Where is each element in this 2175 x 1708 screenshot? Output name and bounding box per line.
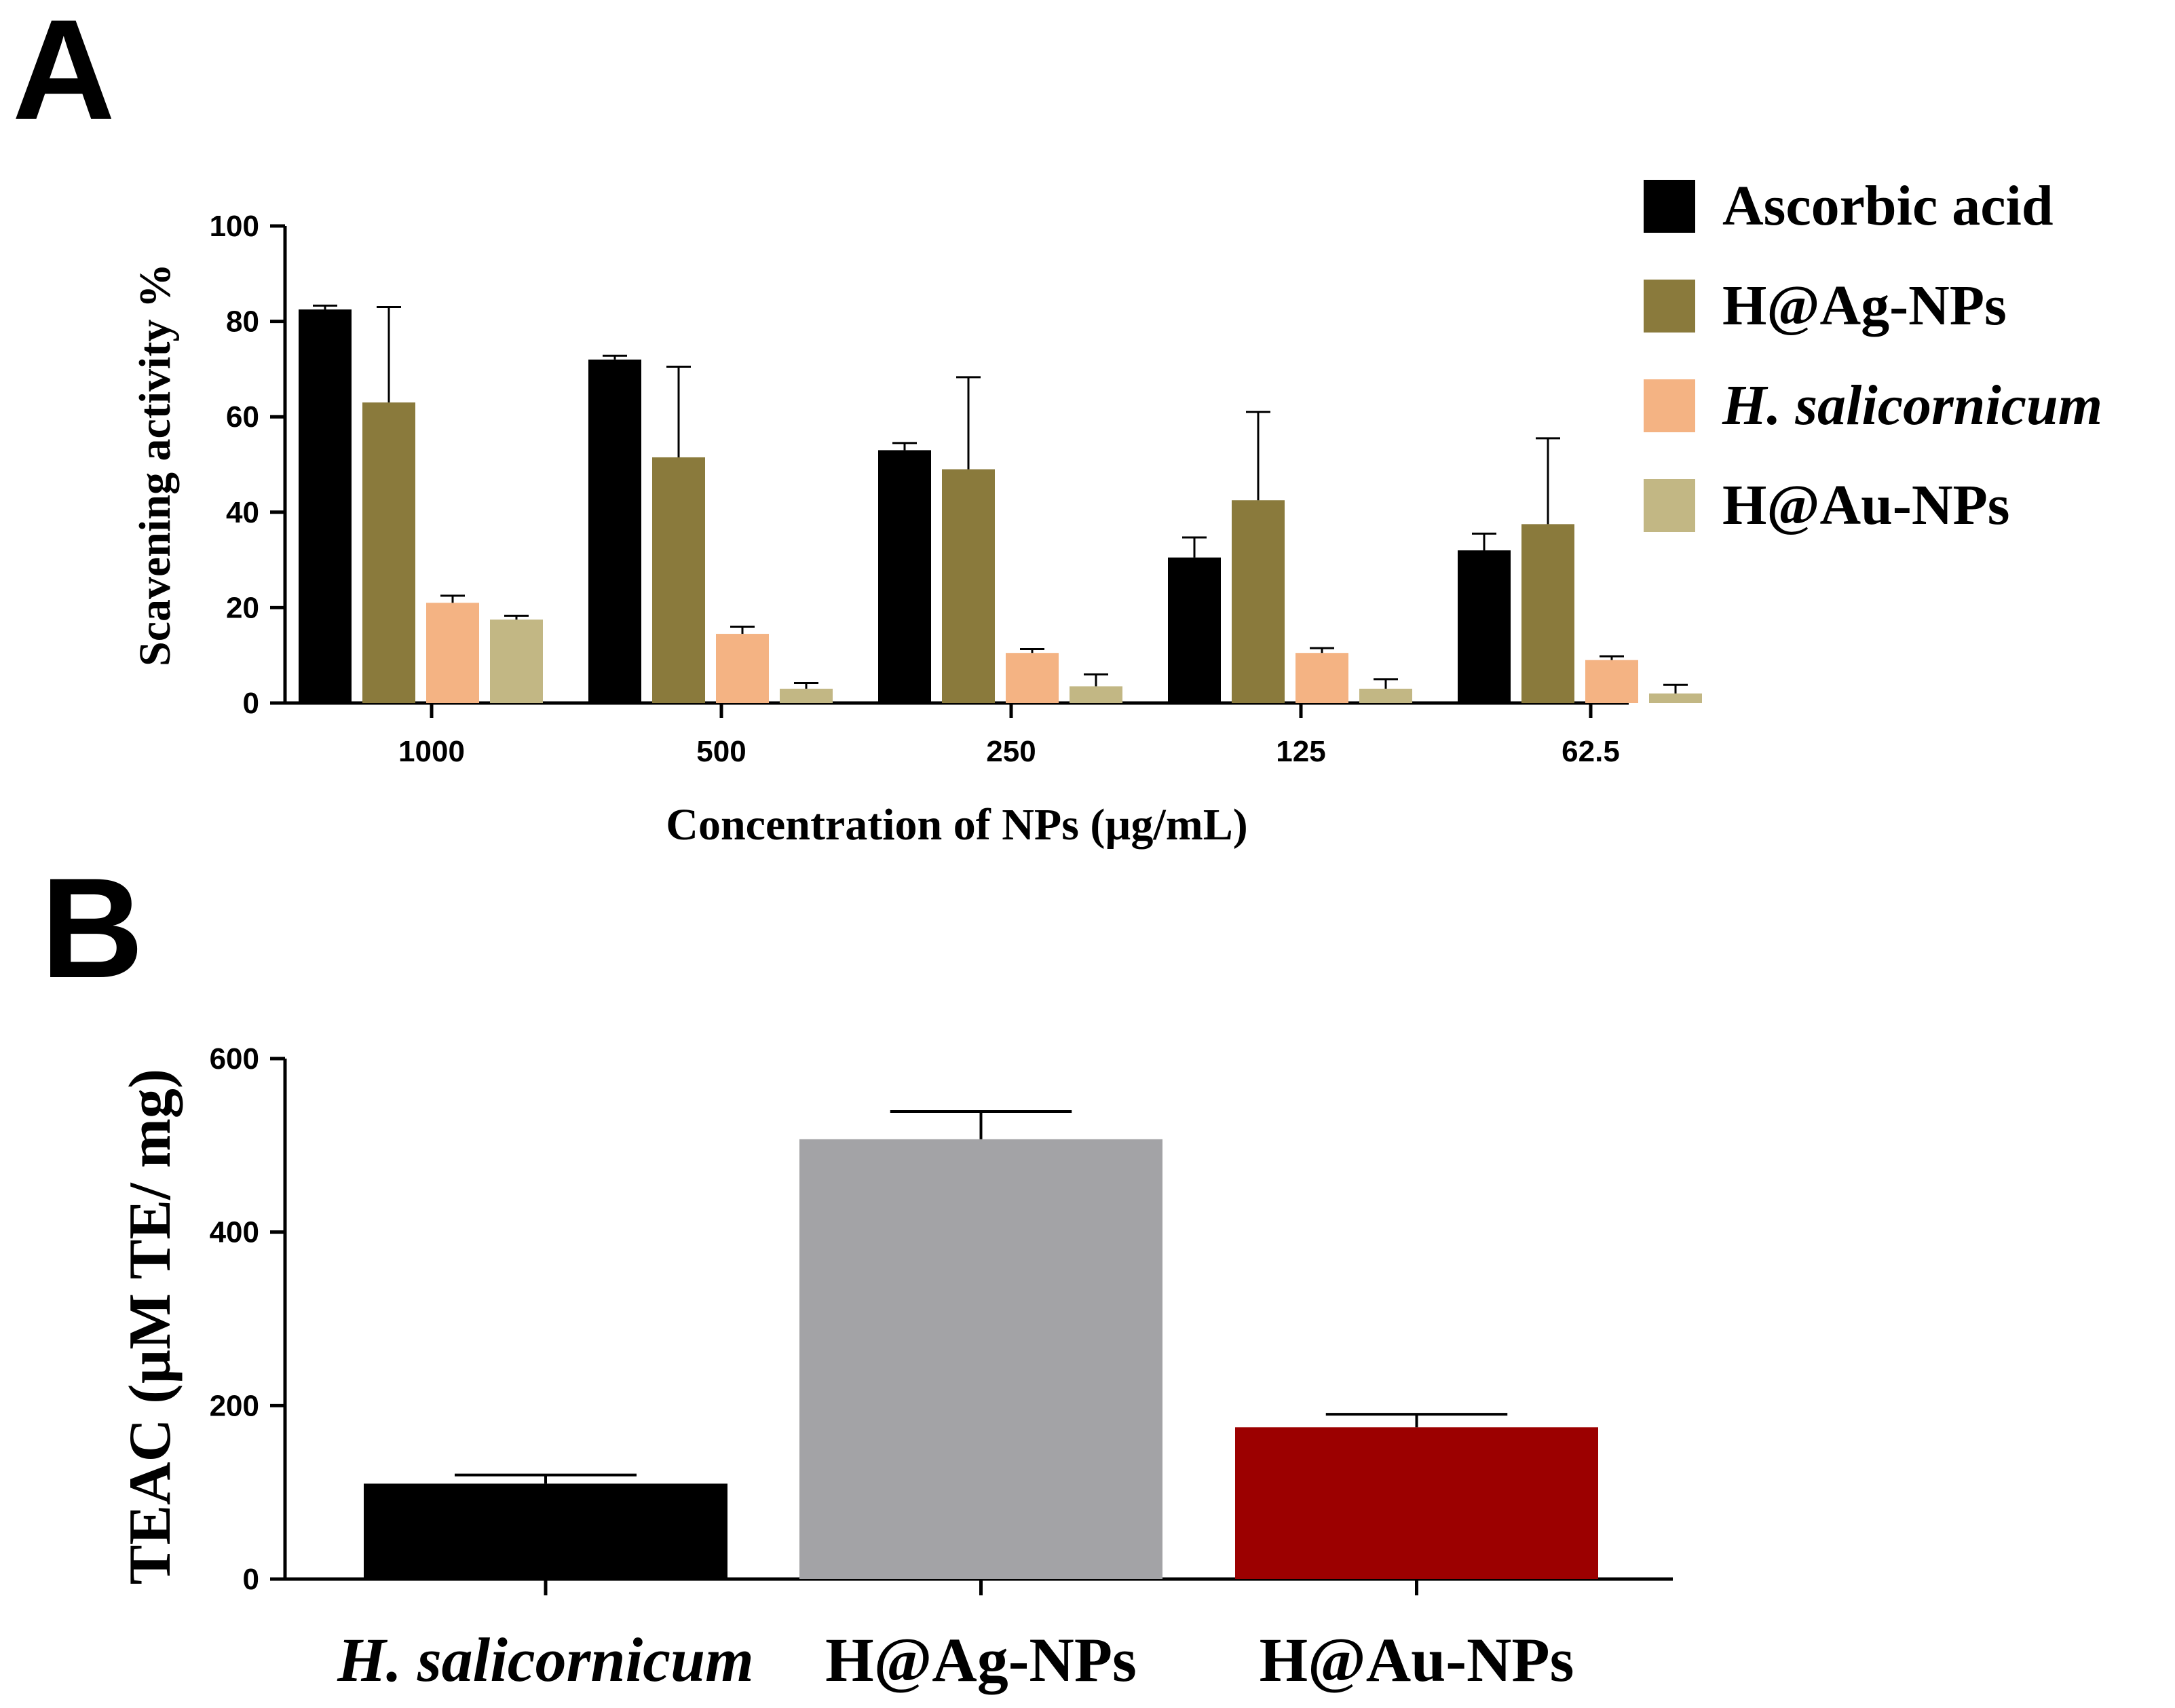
bar-h-salicornicum — [716, 634, 769, 703]
y-tick-label: 400 — [210, 1216, 259, 1249]
y-tick-label: 40 — [226, 496, 259, 529]
bar-h-au-nps — [1235, 1427, 1598, 1579]
panel-label-a: A — [12, 0, 115, 149]
legend-swatch — [1644, 280, 1695, 333]
y-tick-label: 20 — [226, 591, 259, 624]
bar-h-ag-nps — [799, 1139, 1162, 1579]
legend-swatch — [1644, 379, 1695, 432]
legend-label: Ascorbic acid — [1722, 174, 2054, 238]
legend-swatch — [1644, 180, 1695, 233]
bar-h-au-nps — [490, 619, 543, 703]
x-tick-label: 1000 — [398, 735, 465, 768]
bar-h-salicornicum — [1585, 660, 1638, 703]
legend-label: H@Ag-NPs — [1722, 274, 2007, 337]
bar-h-salicornicum — [1006, 653, 1059, 703]
x-tick-label: 125 — [1276, 735, 1325, 768]
y-tick-label: 80 — [226, 305, 259, 339]
x-category-label: H@Au-NPs — [1260, 1625, 1574, 1694]
y-tick-label: 100 — [210, 210, 259, 243]
y-axis-title: TEAC (µM TE/ mg) — [117, 1069, 183, 1584]
chart-b-teac: 0 200 400 600 H. salicornicum H@Ag-NPs H@Au-NP… — [117, 1042, 1673, 1694]
legend-label: H@Au-NPs — [1722, 474, 2010, 537]
y-tick-label: 0 — [243, 1563, 259, 1596]
bar-ascorbic-acid — [299, 309, 352, 703]
bar-h-ag-nps — [362, 402, 415, 703]
bar-ascorbic-acid — [588, 359, 641, 703]
x-tick-label: 500 — [696, 735, 746, 768]
x-tick-label: 62.5 — [1562, 735, 1620, 768]
y-tick-label: 0 — [243, 687, 259, 720]
bar-h-au-nps — [1070, 686, 1122, 703]
x-axis-title: Concentration of NPs (µg/mL) — [666, 800, 1247, 850]
bar-h-ag-nps — [942, 469, 995, 703]
y-tick-label: 60 — [226, 400, 259, 434]
bar-ascorbic-acid — [1168, 557, 1221, 703]
bar-h-au-nps — [1359, 688, 1412, 703]
bar-h-au-nps — [1649, 693, 1702, 703]
legend: Ascorbic acid H@Ag-NPs H. salicornicum H@Au… — [1644, 174, 2102, 537]
bar-ascorbic-acid — [878, 450, 931, 703]
legend-swatch — [1644, 479, 1695, 532]
x-tick-label: 250 — [986, 735, 1036, 768]
bar-h-salicornicum — [426, 603, 479, 703]
bar-h-ag-nps — [652, 457, 705, 703]
legend-label: H. salicornicum — [1722, 374, 2102, 437]
panel-label-b: B — [41, 848, 144, 1008]
bar-h-salicornicum — [1295, 653, 1348, 703]
bar-h-ag-nps — [1232, 500, 1285, 703]
bar-ascorbic-acid — [1458, 550, 1511, 703]
y-tick-label: 600 — [210, 1042, 259, 1076]
x-category-label: H. salicornicum — [337, 1625, 753, 1694]
y-axis-title: Scavening activity % — [130, 263, 180, 666]
chart-a-scavenging-activity: 0 20 40 60 80 100 1000 500 250 125 62.5 Concentrati… — [130, 174, 2102, 850]
y-tick-label: 200 — [210, 1389, 259, 1422]
bar-h-au-nps — [780, 688, 833, 703]
bar-h-salicornicum — [364, 1483, 727, 1579]
bar-h-ag-nps — [1521, 524, 1574, 703]
x-category-label: H@Ag-NPs — [825, 1625, 1137, 1694]
